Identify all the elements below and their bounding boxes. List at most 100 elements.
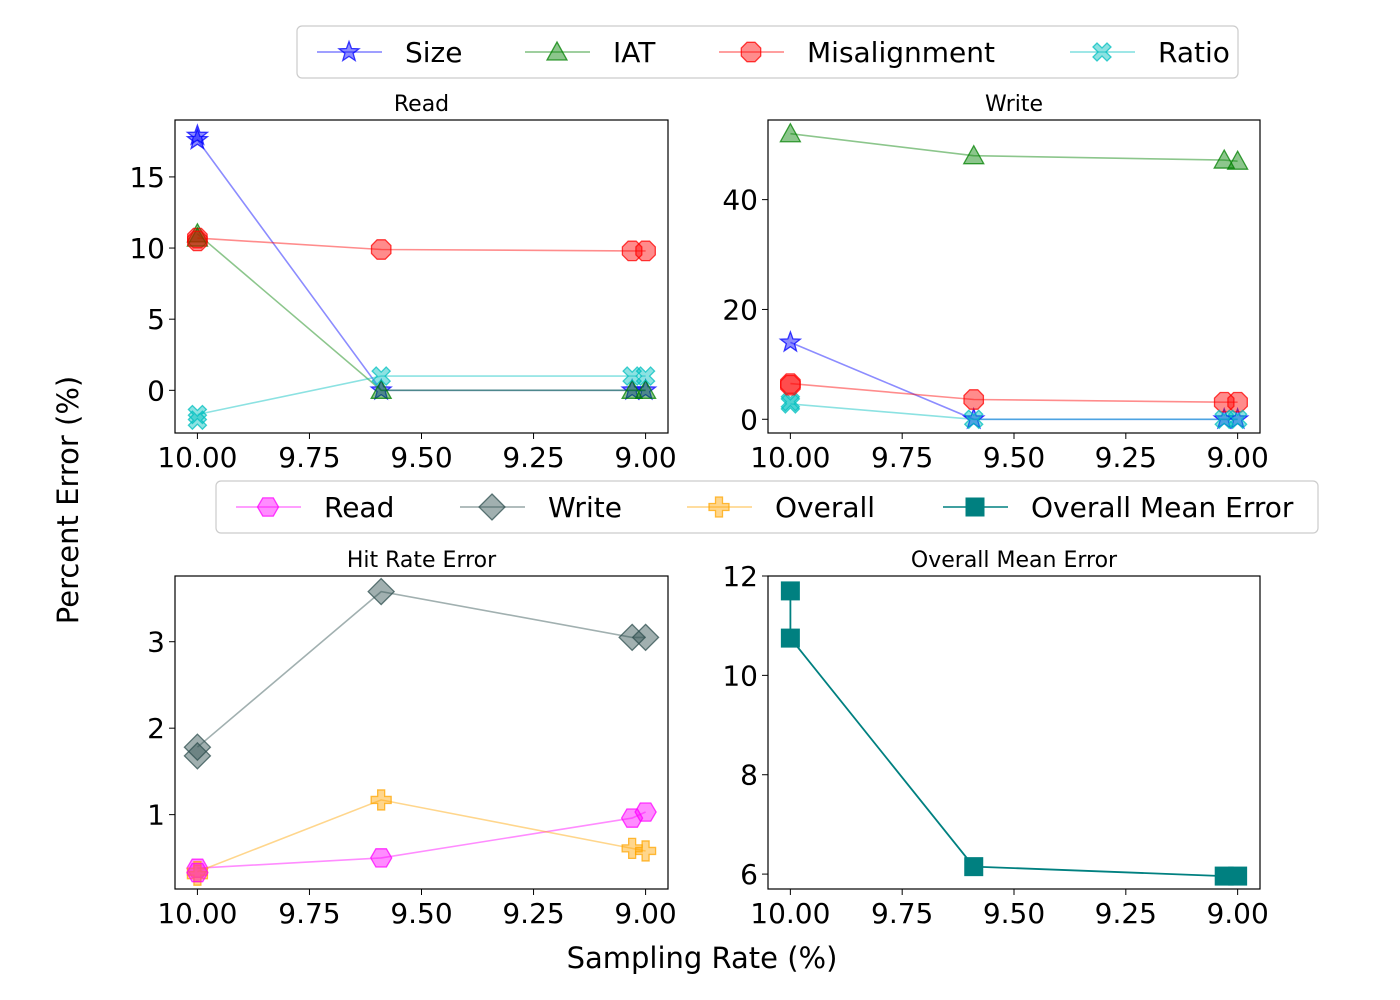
data-point-misalignment — [1227, 391, 1248, 413]
y-tick-label: 10 — [722, 659, 758, 692]
legend-label-read: Read — [324, 491, 394, 524]
data-point-overall-mean-error — [1228, 866, 1248, 886]
data-point-ratio — [635, 366, 656, 387]
series-line-ratio — [790, 403, 1238, 421]
y-axis-label: Percent Error (%) — [51, 376, 85, 624]
series-line-read — [197, 811, 646, 869]
panel-title: Read — [394, 92, 449, 117]
x-tick-label: 9.25 — [502, 441, 564, 474]
data-point-ratio — [371, 366, 392, 387]
y-tick-label: 0 — [147, 374, 165, 407]
plot-frame — [767, 575, 1261, 890]
series-line-size — [790, 341, 1238, 421]
legend-label-iat: IAT — [613, 36, 656, 69]
data-point-misalignment — [780, 374, 801, 396]
legend-label-overall: Overall — [775, 491, 875, 524]
legend-label-overall-mean-error: Overall Mean Error — [1031, 491, 1294, 524]
x-tick-label: 10.00 — [750, 897, 830, 930]
panel-write: Write 10.00 9.75 9.50 9.25 9.00 0 20 40 — [722, 92, 1268, 474]
y-tick-label: 5 — [147, 303, 165, 336]
legend-marker-iat — [545, 40, 569, 61]
panel-hit-rate-error: Hit Rate Error 10.00 9.75 9.50 9.25 9.00 1 2 3 — [147, 548, 677, 930]
data-point-size — [778, 330, 803, 353]
x-tick-label: 9.00 — [614, 441, 676, 474]
y-tick-label: 2 — [147, 712, 165, 745]
y-tick-label: 15 — [129, 161, 165, 194]
x-tick-label: 10.00 — [157, 897, 237, 930]
legend-marker-misalignment — [740, 41, 762, 63]
data-point-iat — [370, 378, 393, 399]
data-point-iat — [186, 226, 209, 247]
y-tick-label: 1 — [147, 799, 165, 832]
data-point-size — [369, 377, 393, 401]
data-point-iat — [634, 378, 657, 399]
plot-frame — [174, 575, 669, 890]
x-tick-label: 9.00 — [614, 897, 676, 930]
series-line-size — [196, 139, 646, 392]
legend-marker-ratio — [1092, 42, 1112, 62]
data-point-iat — [779, 122, 802, 143]
legend-label-size: Size — [405, 36, 462, 69]
legend-label-ratio: Ratio — [1158, 36, 1230, 69]
data-point-misalignment — [187, 230, 208, 252]
y-tick-label: 10 — [129, 232, 165, 265]
y-tick-label: 40 — [722, 184, 758, 217]
data-point-misalignment — [963, 389, 985, 410]
series-line-overall — [197, 799, 646, 873]
y-tick-label: 12 — [722, 560, 758, 593]
legend-label-write: Write — [548, 491, 622, 524]
y-tick-label: 3 — [147, 626, 165, 659]
x-tick-label: 9.50 — [390, 897, 452, 930]
data-point-overall-mean-error — [780, 581, 800, 601]
data-point-misalignment — [187, 227, 208, 249]
series-line-misalignment — [790, 382, 1238, 404]
y-tick-label: 6 — [740, 858, 758, 891]
data-point-read — [369, 848, 393, 868]
legend-marker-size — [337, 39, 361, 63]
x-tick-label: 9.25 — [1095, 441, 1157, 474]
x-tick-label: 9.00 — [1206, 441, 1268, 474]
series-line-iat — [196, 233, 646, 392]
y-tick-label: 8 — [740, 759, 758, 792]
data-point-iat — [1226, 149, 1249, 170]
x-tick-label: 9.75 — [871, 897, 933, 930]
panel-overall-mean-error: Overall Mean Error 10.00 9.75 9.50 9.25 9.00 6… — [722, 548, 1268, 930]
data-point-ratio — [963, 409, 984, 430]
legend-marker-overall-mean-error — [965, 497, 985, 517]
x-tick-label: 9.75 — [278, 441, 340, 474]
x-tick-label: 10.00 — [750, 441, 830, 474]
series-line-overall-mean-error — [789, 590, 1238, 877]
data-point-overall — [634, 840, 657, 862]
x-tick-label: 9.50 — [983, 441, 1045, 474]
x-tick-label: 9.75 — [278, 897, 340, 930]
data-point-overall — [621, 837, 643, 860]
x-axis-label: Sampling Rate (%) — [567, 941, 838, 975]
x-tick-label: 9.50 — [390, 441, 452, 474]
data-point-size — [633, 377, 658, 401]
panel-title: Overall Mean Error — [911, 548, 1118, 573]
data-point-write — [183, 733, 212, 762]
data-point-size — [185, 123, 210, 146]
legend-2: Read Write Overall Overall Mean Error — [215, 480, 1319, 534]
series-line-write — [196, 590, 646, 748]
x-tick-label: 9.75 — [871, 441, 933, 474]
data-point-read — [186, 862, 209, 883]
legend-label-misalignment: Misalignment — [807, 36, 995, 69]
data-point-iat — [1213, 148, 1236, 169]
data-point-write — [367, 577, 396, 606]
data-point-ratio — [780, 393, 801, 414]
data-point-iat — [621, 378, 644, 399]
panel-read: Read 10.00 9.75 9.50 9.25 9.00 0 5 10 15 — [129, 92, 676, 474]
data-point-overall — [370, 789, 392, 811]
x-tick-label: 9.50 — [983, 897, 1045, 930]
data-point-overall-mean-error — [964, 857, 984, 877]
x-tick-label: 10.00 — [157, 441, 237, 474]
data-point-size — [185, 127, 210, 150]
data-point-misalignment — [370, 239, 392, 260]
data-point-ratio — [1227, 409, 1248, 430]
x-tick-label: 9.00 — [1206, 897, 1268, 930]
data-point-write — [183, 741, 212, 770]
legend-marker-write — [478, 493, 506, 521]
panel-title: Write — [985, 92, 1043, 117]
